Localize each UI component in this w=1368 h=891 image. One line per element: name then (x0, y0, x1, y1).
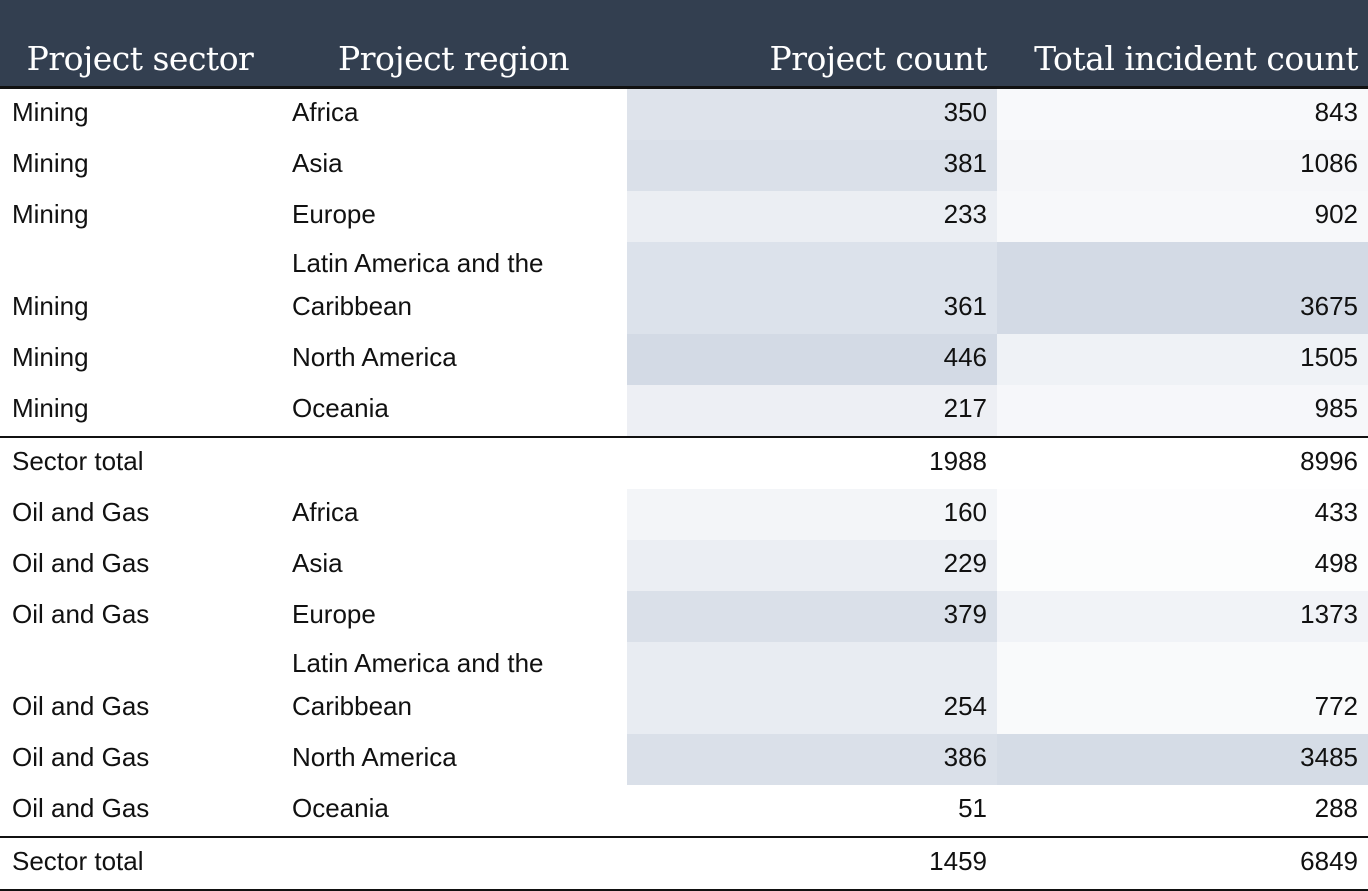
region-cell: Oceania (292, 393, 389, 423)
sector-cell: Oil and Gas (12, 742, 150, 772)
table-row: Oil and Gas North America 386 3485 (0, 734, 1368, 785)
region-cell (280, 436, 627, 489)
header-total-incident-count: Total incident count (997, 0, 1368, 89)
project-count-cell: 254 (627, 642, 997, 734)
project-count-cell: 379 (627, 591, 997, 642)
header-project-count: Project count (627, 0, 997, 89)
region-cell: North America (292, 342, 457, 372)
header-project-sector: Project sector (0, 0, 280, 89)
sector-cell: Mining (12, 393, 89, 423)
sector-cell: Sector total (0, 836, 280, 891)
table-row: Oil and Gas Oceania 51 288 (0, 785, 1368, 837)
project-count-cell: 1988 (627, 436, 997, 489)
incident-count-cell: 6849 (997, 836, 1368, 891)
incident-count-cell: 772 (997, 642, 1368, 734)
table-row: Oil and Gas Asia 229 498 (0, 540, 1368, 591)
incident-count-cell: 843 (997, 87, 1368, 140)
region-cell: Europe (292, 599, 376, 629)
table-row: Mining Oceania 217 985 (0, 385, 1368, 437)
incident-count-cell: 8996 (997, 436, 1368, 489)
sector-total-row: Sector total 1988 8996 (0, 436, 1368, 489)
region-cell: North America (292, 742, 457, 772)
project-count-cell: 229 (627, 540, 997, 591)
project-count-cell: 381 (627, 140, 997, 191)
incident-count-cell: 288 (997, 785, 1368, 837)
region-cell: Africa (292, 497, 359, 527)
project-count-cell: 386 (627, 734, 997, 785)
project-count-cell: 51 (627, 785, 997, 837)
incident-count-cell: 902 (997, 191, 1368, 242)
region-cell: Latin America and the Caribbean (292, 248, 544, 321)
project-count-cell: 361 (627, 242, 997, 334)
project-count-cell: 1459 (627, 836, 997, 891)
region-cell: Oceania (292, 793, 389, 823)
table-row: Mining North America 446 1505 (0, 334, 1368, 385)
sector-cell: Mining (12, 97, 89, 127)
project-count-cell: 233 (627, 191, 997, 242)
sector-cell: Oil and Gas (12, 497, 150, 527)
table-row: Mining Asia 381 1086 (0, 140, 1368, 191)
table-row: Oil and Gas Europe 379 1373 (0, 591, 1368, 642)
table-row: Mining Africa 350 843 (0, 87, 1368, 140)
sector-cell: Oil and Gas (12, 548, 150, 578)
sector-cell: Oil and Gas (12, 599, 150, 629)
sector-cell: Mining (12, 291, 89, 321)
region-cell (280, 836, 627, 891)
region-cell: Asia (292, 148, 343, 178)
header-row: Project sector Project region Project co… (0, 0, 1368, 89)
region-cell: Asia (292, 548, 343, 578)
project-count-cell: 160 (627, 489, 997, 540)
region-cell: Europe (292, 199, 376, 229)
sector-cell: Oil and Gas (12, 793, 150, 823)
sector-cell: Sector total (0, 436, 280, 489)
header-project-region: Project region (280, 0, 627, 89)
incident-count-cell: 498 (997, 540, 1368, 591)
sector-cell: Mining (12, 148, 89, 178)
sector-total-row: Sector total 1459 6849 (0, 836, 1368, 891)
incident-count-cell: 1373 (997, 591, 1368, 642)
incident-count-cell: 985 (997, 385, 1368, 437)
table-row: Oil and Gas Latin America and the Caribbe… (0, 642, 1368, 734)
region-cell: Africa (292, 97, 359, 127)
project-count-cell: 217 (627, 385, 997, 437)
incident-count-cell: 3485 (997, 734, 1368, 785)
table-row: Mining Europe 233 902 (0, 191, 1368, 242)
table-row: Oil and Gas Africa 160 433 (0, 489, 1368, 540)
incident-count-cell: 3675 (997, 242, 1368, 334)
project-count-cell: 350 (627, 87, 997, 140)
sector-cell: Mining (12, 342, 89, 372)
incident-count-cell: 1086 (997, 140, 1368, 191)
project-count-cell: 446 (627, 334, 997, 385)
sector-cell: Mining (12, 199, 89, 229)
table-row: Mining Latin America and the Caribbean 361… (0, 242, 1368, 334)
sector-cell: Oil and Gas (12, 691, 150, 721)
region-cell: Latin America and the Caribbean (292, 648, 544, 721)
incident-count-cell: 433 (997, 489, 1368, 540)
incident-count-cell: 1505 (997, 334, 1368, 385)
